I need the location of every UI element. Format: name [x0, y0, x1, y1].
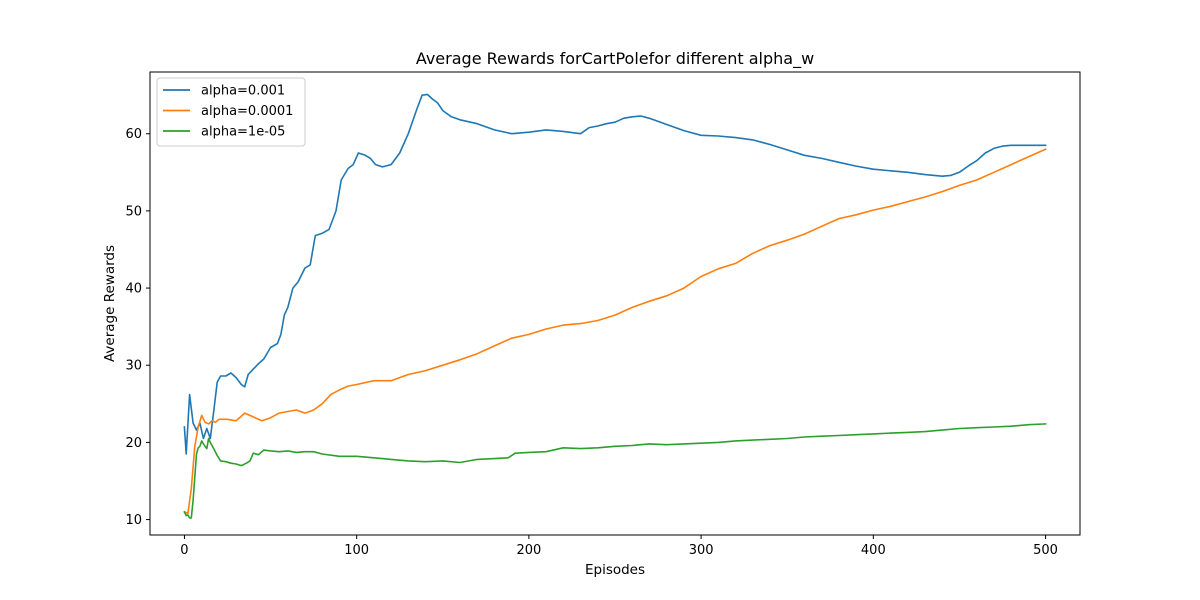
x-tick-label: 400: [861, 543, 886, 558]
y-axis-label: Average Rewards: [102, 245, 118, 362]
legend-label-1: alpha=0.0001: [201, 104, 293, 119]
x-tick-label: 100: [344, 543, 369, 558]
x-axis-label: Episodes: [585, 562, 645, 578]
legend-box: [156, 77, 306, 147]
legend-label-2: alpha=1e-05: [201, 125, 285, 140]
series-layer: [183, 93, 1047, 519]
y-tick-label: 20: [125, 436, 142, 451]
y-axis: 10 20 30 40 50 60: [125, 127, 150, 528]
x-axis: 0 100 200 300 400 500: [180, 535, 1058, 558]
y-tick-label: 30: [125, 359, 142, 374]
x-tick-label: 500: [1033, 543, 1058, 558]
series-line-2: [183, 423, 1047, 519]
legend-label-0: alpha=0.001: [201, 84, 285, 99]
y-tick-label: 60: [125, 127, 142, 142]
x-tick-label: 0: [180, 543, 188, 558]
series-line-0: [183, 93, 1047, 455]
y-tick-label: 10: [125, 513, 142, 528]
legend: alpha=0.001 alpha=0.0001 alpha=1e-05: [156, 77, 306, 147]
x-tick-label: 300: [689, 543, 714, 558]
chart-title: Average Rewards forCartPolefor different…: [416, 49, 814, 69]
plot-frame: [149, 71, 1081, 536]
y-tick-label: 40: [125, 282, 142, 297]
y-tick-label: 50: [125, 204, 142, 219]
x-tick-label: 200: [516, 543, 541, 558]
series-line-1: [183, 148, 1047, 515]
